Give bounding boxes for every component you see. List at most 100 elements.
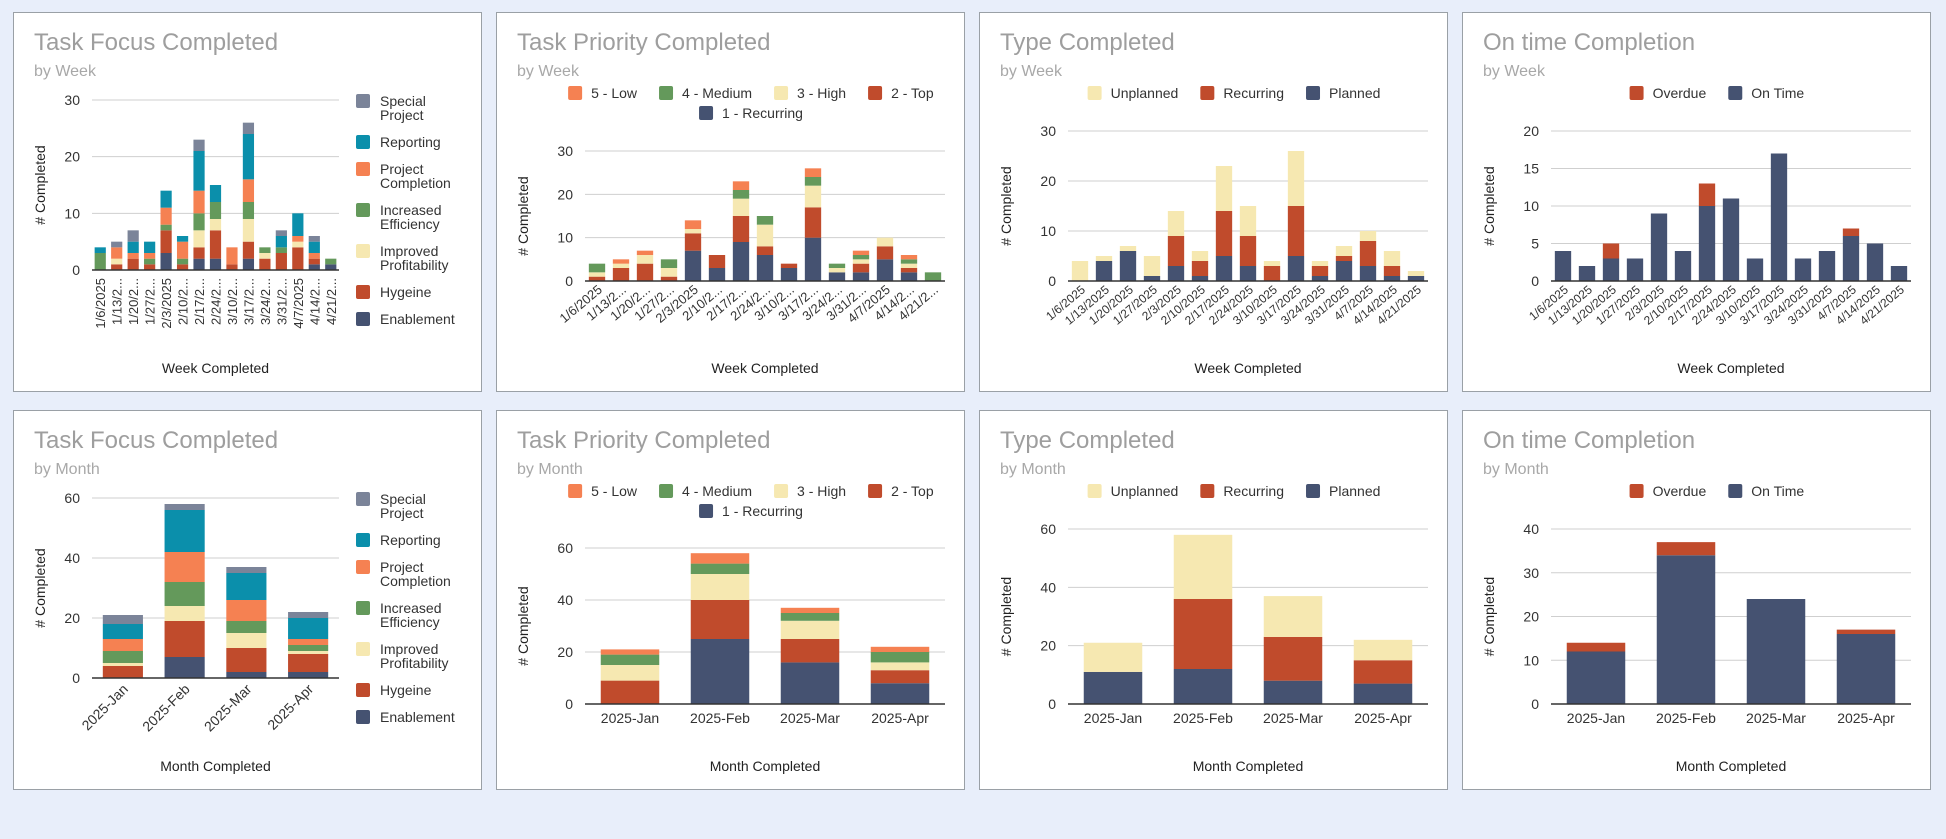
legend-item-planned: Planned (1306, 85, 1380, 101)
chart-title: On time Completion (1483, 427, 1696, 454)
x-tick-label: 2025-Feb (139, 681, 193, 735)
bar-segment-reporting (176, 236, 189, 242)
y-axis-title: # Completed (32, 145, 48, 224)
legend-label: Reporting (380, 134, 441, 150)
legend-label: Improved (380, 641, 438, 657)
legend-label: Overdue (1653, 85, 1707, 101)
bar-segment-unplanned (1095, 256, 1113, 261)
bar-segment-recurring (1353, 660, 1413, 684)
y-tick-label: 10 (1523, 198, 1539, 214)
bar-stack (111, 241, 123, 270)
legend-item-unplanned: Unplanned (1087, 85, 1178, 101)
legend-item-on-time: On Time (1728, 85, 1804, 101)
legend-swatch (356, 162, 370, 176)
y-tick-label: 0 (565, 696, 573, 712)
bar-segment-planned (1383, 276, 1401, 281)
legend-item-5-low: 5 - Low (568, 85, 638, 101)
y-tick-label: 5 (1531, 236, 1539, 252)
legend: Overdue On Time (1629, 483, 1804, 499)
y-tick-label: 30 (1523, 565, 1539, 581)
bar-segment-4-medium (780, 613, 840, 621)
bar-stack (1239, 206, 1257, 281)
bar-segment-hygeine (226, 648, 267, 672)
bar-segment-hygeine (144, 264, 156, 270)
bar-segment-on-time (1578, 266, 1596, 281)
legend-item-unplanned: Unplanned (1087, 483, 1178, 499)
type-week-chart: 01020301/6/20251/13/20251/20/20251/27/20… (998, 85, 1428, 376)
y-tick-label: 10 (557, 230, 573, 246)
bar-stack (176, 236, 189, 270)
legend-item-planned: Planned (1306, 483, 1380, 499)
bar-stack (1770, 153, 1788, 281)
legend-label: Planned (1329, 483, 1380, 499)
legend-swatch (1200, 86, 1215, 100)
bar-segment-enablement (226, 672, 267, 678)
legend: 5 - Low 4 - Medium 3 - High 2 - Top 1 - Recu… (568, 85, 934, 121)
bar-stack (242, 122, 255, 270)
bar-segment-4-medium (870, 652, 930, 663)
legend-label: 4 - Medium (682, 85, 752, 101)
bar-segment-reporting (275, 236, 287, 248)
bar-segment-reporting (288, 618, 329, 639)
bar-segment-hygeine (242, 241, 255, 259)
bar-segment-unplanned (1335, 246, 1353, 256)
bar-segment-hygeine (259, 258, 271, 270)
bar-segment-enablement (209, 258, 222, 270)
bar-segment-1-recurring (780, 268, 798, 281)
x-tick-label: 2025-Jan (601, 710, 659, 726)
bar-segment-2-top (600, 680, 660, 704)
bar-segment-special-project (164, 504, 205, 510)
bar-stack (690, 553, 750, 704)
bar-segment-recurring (1287, 206, 1305, 256)
focus-month-chart: 0 20 40 60 2025-Jan 2025-Feb 2025-Mar 2025-Apr #… (32, 490, 455, 774)
bar-segment-increased-efficiency (102, 651, 143, 663)
x-tick-label: 2/24/2... (209, 278, 224, 325)
bar-segment-improved-profitability (193, 230, 205, 248)
legend-swatch (568, 86, 583, 100)
bar-segment-4-medium (900, 259, 918, 264)
x-axis-title: Week Completed (1194, 360, 1301, 376)
bar-segment-planned (1215, 256, 1233, 281)
y-axis-title: # Completed (1481, 166, 1497, 245)
bar-segment-5-low (732, 181, 750, 190)
bar-segment-unplanned (1173, 534, 1233, 599)
bar-segment-on-time (1656, 555, 1716, 704)
bar-segment-4-medium (732, 190, 750, 199)
legend-item-on-time: On Time (1728, 483, 1804, 499)
bar-segment-unplanned (1407, 271, 1425, 276)
bar-stack (756, 216, 774, 281)
bar-segment-improved-profitability (226, 633, 267, 648)
legend-item-4-medium: 4 - Medium (659, 483, 752, 499)
legend-swatch (1200, 484, 1215, 498)
bar-stack (193, 139, 205, 270)
bar-segment-1-recurring (900, 272, 918, 281)
x-axis-title: Month Completed (1676, 758, 1787, 774)
bar-segment-1-recurring (690, 639, 750, 704)
legend-label: On Time (1751, 85, 1804, 101)
y-tick-label: 0 (1531, 273, 1539, 289)
bar-stack (226, 567, 267, 678)
bar-segment-project-completion (164, 552, 205, 582)
legend-swatch (356, 492, 370, 506)
chart-card-ontime-week: On time Completion by Week 0 5 10 15 20 1/6/2… (1462, 12, 1931, 392)
bar-segment-hygeine (160, 230, 172, 253)
x-axis-title: Month Completed (160, 758, 271, 774)
bar-segment-2-top (612, 268, 630, 281)
chart-subtitle: by Month (1483, 461, 1549, 478)
legend-swatch (356, 601, 370, 615)
legend-item-recurring: Recurring (1200, 483, 1284, 499)
bar-stack (1143, 256, 1161, 281)
bar-segment-reporting (292, 213, 304, 236)
x-tick-label: 4/7/2025 (291, 278, 306, 329)
bar-segment-reporting (94, 247, 106, 253)
y-tick-label: 0 (1531, 696, 1539, 712)
bar-segment-recurring (1239, 236, 1257, 266)
x-tick-label: 2025-Feb (690, 710, 750, 726)
bar-segment-special-project (275, 230, 287, 236)
bar-stack (102, 615, 143, 678)
legend: SpecialProjectReportingProjectCompletion… (356, 491, 455, 725)
legend-swatch (356, 683, 370, 697)
chart-card-type-week: Type Completed by Week 0 10 20 30 1/6/2025 1/… (979, 12, 1448, 392)
legend-label: 1 - Recurring (722, 503, 803, 519)
